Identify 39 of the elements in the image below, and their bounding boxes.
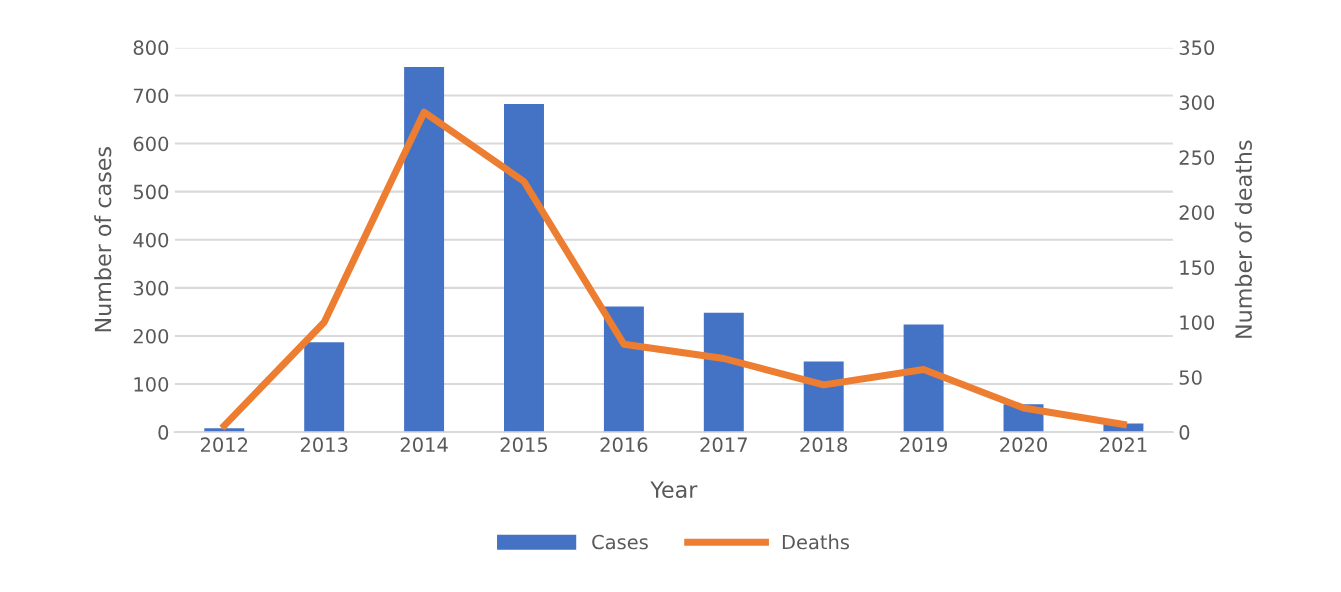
y-tick-label: 400 [133,232,169,248]
y-tick-label: 700 [133,88,169,104]
y-tick-label: 200 [133,328,169,344]
y-tick-label: 500 [133,184,169,200]
x-tick-label: 2013 [300,437,348,453]
bar [703,312,744,433]
x-tick-label: 2015 [500,437,548,453]
bar [304,342,345,433]
y2-tick-label: 100 [1180,315,1215,330]
x-tick-label: 2012 [200,437,248,453]
x-tick-label: 2014 [400,437,448,453]
bar [903,324,944,433]
y2-tick-label: 350 [1179,40,1215,56]
y2-tick-label: 200 [1179,205,1215,220]
y2-axis-title: Number of deaths [1234,140,1252,338]
legend-label: Cases [592,534,648,550]
y2-tick-label: 50 [1179,370,1202,385]
y-tick-label: 600 [133,136,169,152]
y-axis-title: Number of cases [94,147,112,332]
x-tick-label: 2016 [600,437,648,453]
bar [504,104,544,433]
x-tick-label: 2017 [700,437,747,453]
x-tick-label: 2020 [1000,437,1047,453]
y2-tick-label: 0 [1179,425,1190,440]
legend-label: Deaths [782,534,849,550]
y-tick-label: 300 [133,280,169,296]
bar [603,306,644,433]
x-tick-label: 2018 [800,437,848,453]
y2-tick-label: 250 [1179,150,1215,165]
bar [404,67,445,433]
y2-tick-label: 300 [1179,95,1215,110]
x-tick-label: 2021 [1100,437,1147,453]
x-tick-label: 2019 [900,437,947,453]
bar [204,428,245,433]
y2-tick-label: 150 [1180,260,1215,275]
x-axis-title: Year [650,481,698,499]
y-tick-label: 100 [134,377,169,392]
y-tick-label: 0 [158,425,169,440]
y-tick-label: 800 [133,40,169,56]
